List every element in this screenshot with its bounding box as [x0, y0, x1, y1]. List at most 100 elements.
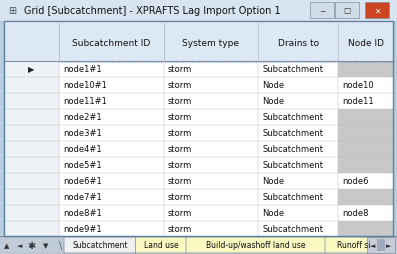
Text: storm: storm	[168, 97, 192, 106]
Text: Subcatchment: Subcatchment	[72, 241, 128, 249]
Text: node5#1: node5#1	[63, 161, 102, 170]
Bar	[338, 237, 393, 253]
Text: Runoff si: Runoff si	[337, 241, 370, 249]
Bar	[4, 22, 393, 236]
Bar	[164, 237, 258, 253]
Text: Subcatchment: Subcatchment	[262, 145, 323, 154]
Bar	[164, 141, 258, 157]
Text: storm: storm	[168, 113, 192, 122]
Text: node6#1: node6#1	[63, 177, 102, 186]
Bar	[4, 78, 59, 94]
Bar	[4, 62, 59, 78]
Bar	[0, 0, 397, 22]
Bar	[164, 125, 258, 141]
Text: node2#1: node2#1	[63, 113, 102, 122]
Bar	[59, 205, 164, 221]
Text: node3#1: node3#1	[63, 129, 102, 138]
Text: node9#1: node9#1	[63, 225, 102, 234]
Bar	[164, 94, 258, 109]
FancyBboxPatch shape	[186, 237, 326, 253]
Bar	[59, 173, 164, 189]
Bar	[59, 94, 164, 109]
Text: ⊞: ⊞	[8, 6, 16, 16]
Text: ▶: ▶	[28, 65, 35, 74]
Text: Land use: Land use	[144, 241, 179, 249]
Bar	[338, 157, 393, 173]
Text: node1#1: node1#1	[63, 65, 102, 74]
Text: ►: ►	[30, 242, 35, 248]
Bar	[0, 236, 397, 254]
Text: ◄: ◄	[370, 242, 376, 248]
Bar	[338, 205, 393, 221]
Bar	[258, 125, 338, 141]
FancyBboxPatch shape	[135, 237, 187, 253]
Bar	[338, 173, 393, 189]
Bar	[164, 109, 258, 125]
Bar	[4, 125, 59, 141]
Text: node10: node10	[342, 81, 374, 90]
Text: Node ID: Node ID	[347, 38, 384, 47]
Text: Node: Node	[262, 97, 285, 106]
Text: node8: node8	[342, 209, 369, 218]
Bar	[4, 22, 393, 236]
Text: System type: System type	[183, 38, 239, 47]
Bar	[258, 141, 338, 157]
Text: Drains to: Drains to	[278, 38, 319, 47]
Text: storm: storm	[168, 161, 192, 170]
Bar	[258, 157, 338, 173]
Text: Node: Node	[262, 177, 285, 186]
Bar	[4, 189, 59, 205]
Bar	[258, 173, 338, 189]
Text: node11#1: node11#1	[63, 97, 107, 106]
Text: storm: storm	[168, 193, 192, 202]
Bar	[59, 221, 164, 237]
Text: Grid [Subcatchment] - XPRAFTS Lag Import Option 1: Grid [Subcatchment] - XPRAFTS Lag Import…	[24, 6, 281, 16]
Text: node6: node6	[342, 177, 369, 186]
FancyBboxPatch shape	[64, 237, 137, 253]
Text: Subcatchment: Subcatchment	[262, 129, 323, 138]
Bar	[338, 125, 393, 141]
Text: node11: node11	[342, 97, 374, 106]
Text: node8#1: node8#1	[63, 209, 102, 218]
Text: ◄: ◄	[17, 242, 22, 248]
Bar	[4, 141, 59, 157]
Text: storm: storm	[168, 225, 192, 234]
Bar	[59, 141, 164, 157]
Text: node7#1: node7#1	[63, 193, 102, 202]
Bar	[4, 205, 59, 221]
Text: Node: Node	[262, 81, 285, 90]
Text: □: □	[343, 6, 351, 15]
Text: storm: storm	[168, 145, 192, 154]
Text: ►: ►	[386, 242, 392, 248]
Bar	[377, 239, 385, 251]
Text: Build-up/washoff land use: Build-up/washoff land use	[206, 241, 306, 249]
Bar	[59, 125, 164, 141]
Bar	[164, 157, 258, 173]
FancyBboxPatch shape	[325, 237, 382, 253]
Bar	[59, 189, 164, 205]
Bar	[164, 205, 258, 221]
Bar	[59, 78, 164, 94]
Bar	[338, 109, 393, 125]
Text: storm: storm	[168, 81, 192, 90]
Bar	[258, 62, 338, 78]
Bar	[59, 237, 164, 253]
Bar	[338, 189, 393, 205]
Bar	[4, 24, 393, 62]
Bar	[258, 221, 338, 237]
FancyBboxPatch shape	[335, 3, 359, 19]
Bar	[4, 237, 59, 253]
Text: ✱: ✱	[27, 240, 35, 250]
Text: Subcatchment: Subcatchment	[262, 65, 323, 74]
Bar	[164, 221, 258, 237]
Text: ▼: ▼	[43, 242, 48, 248]
Text: ✕: ✕	[374, 6, 380, 15]
FancyBboxPatch shape	[310, 3, 334, 19]
Bar	[164, 173, 258, 189]
Text: \: \	[59, 240, 62, 250]
Bar	[258, 237, 338, 253]
Bar	[338, 94, 393, 109]
Bar	[258, 189, 338, 205]
Bar	[59, 157, 164, 173]
Bar	[258, 109, 338, 125]
